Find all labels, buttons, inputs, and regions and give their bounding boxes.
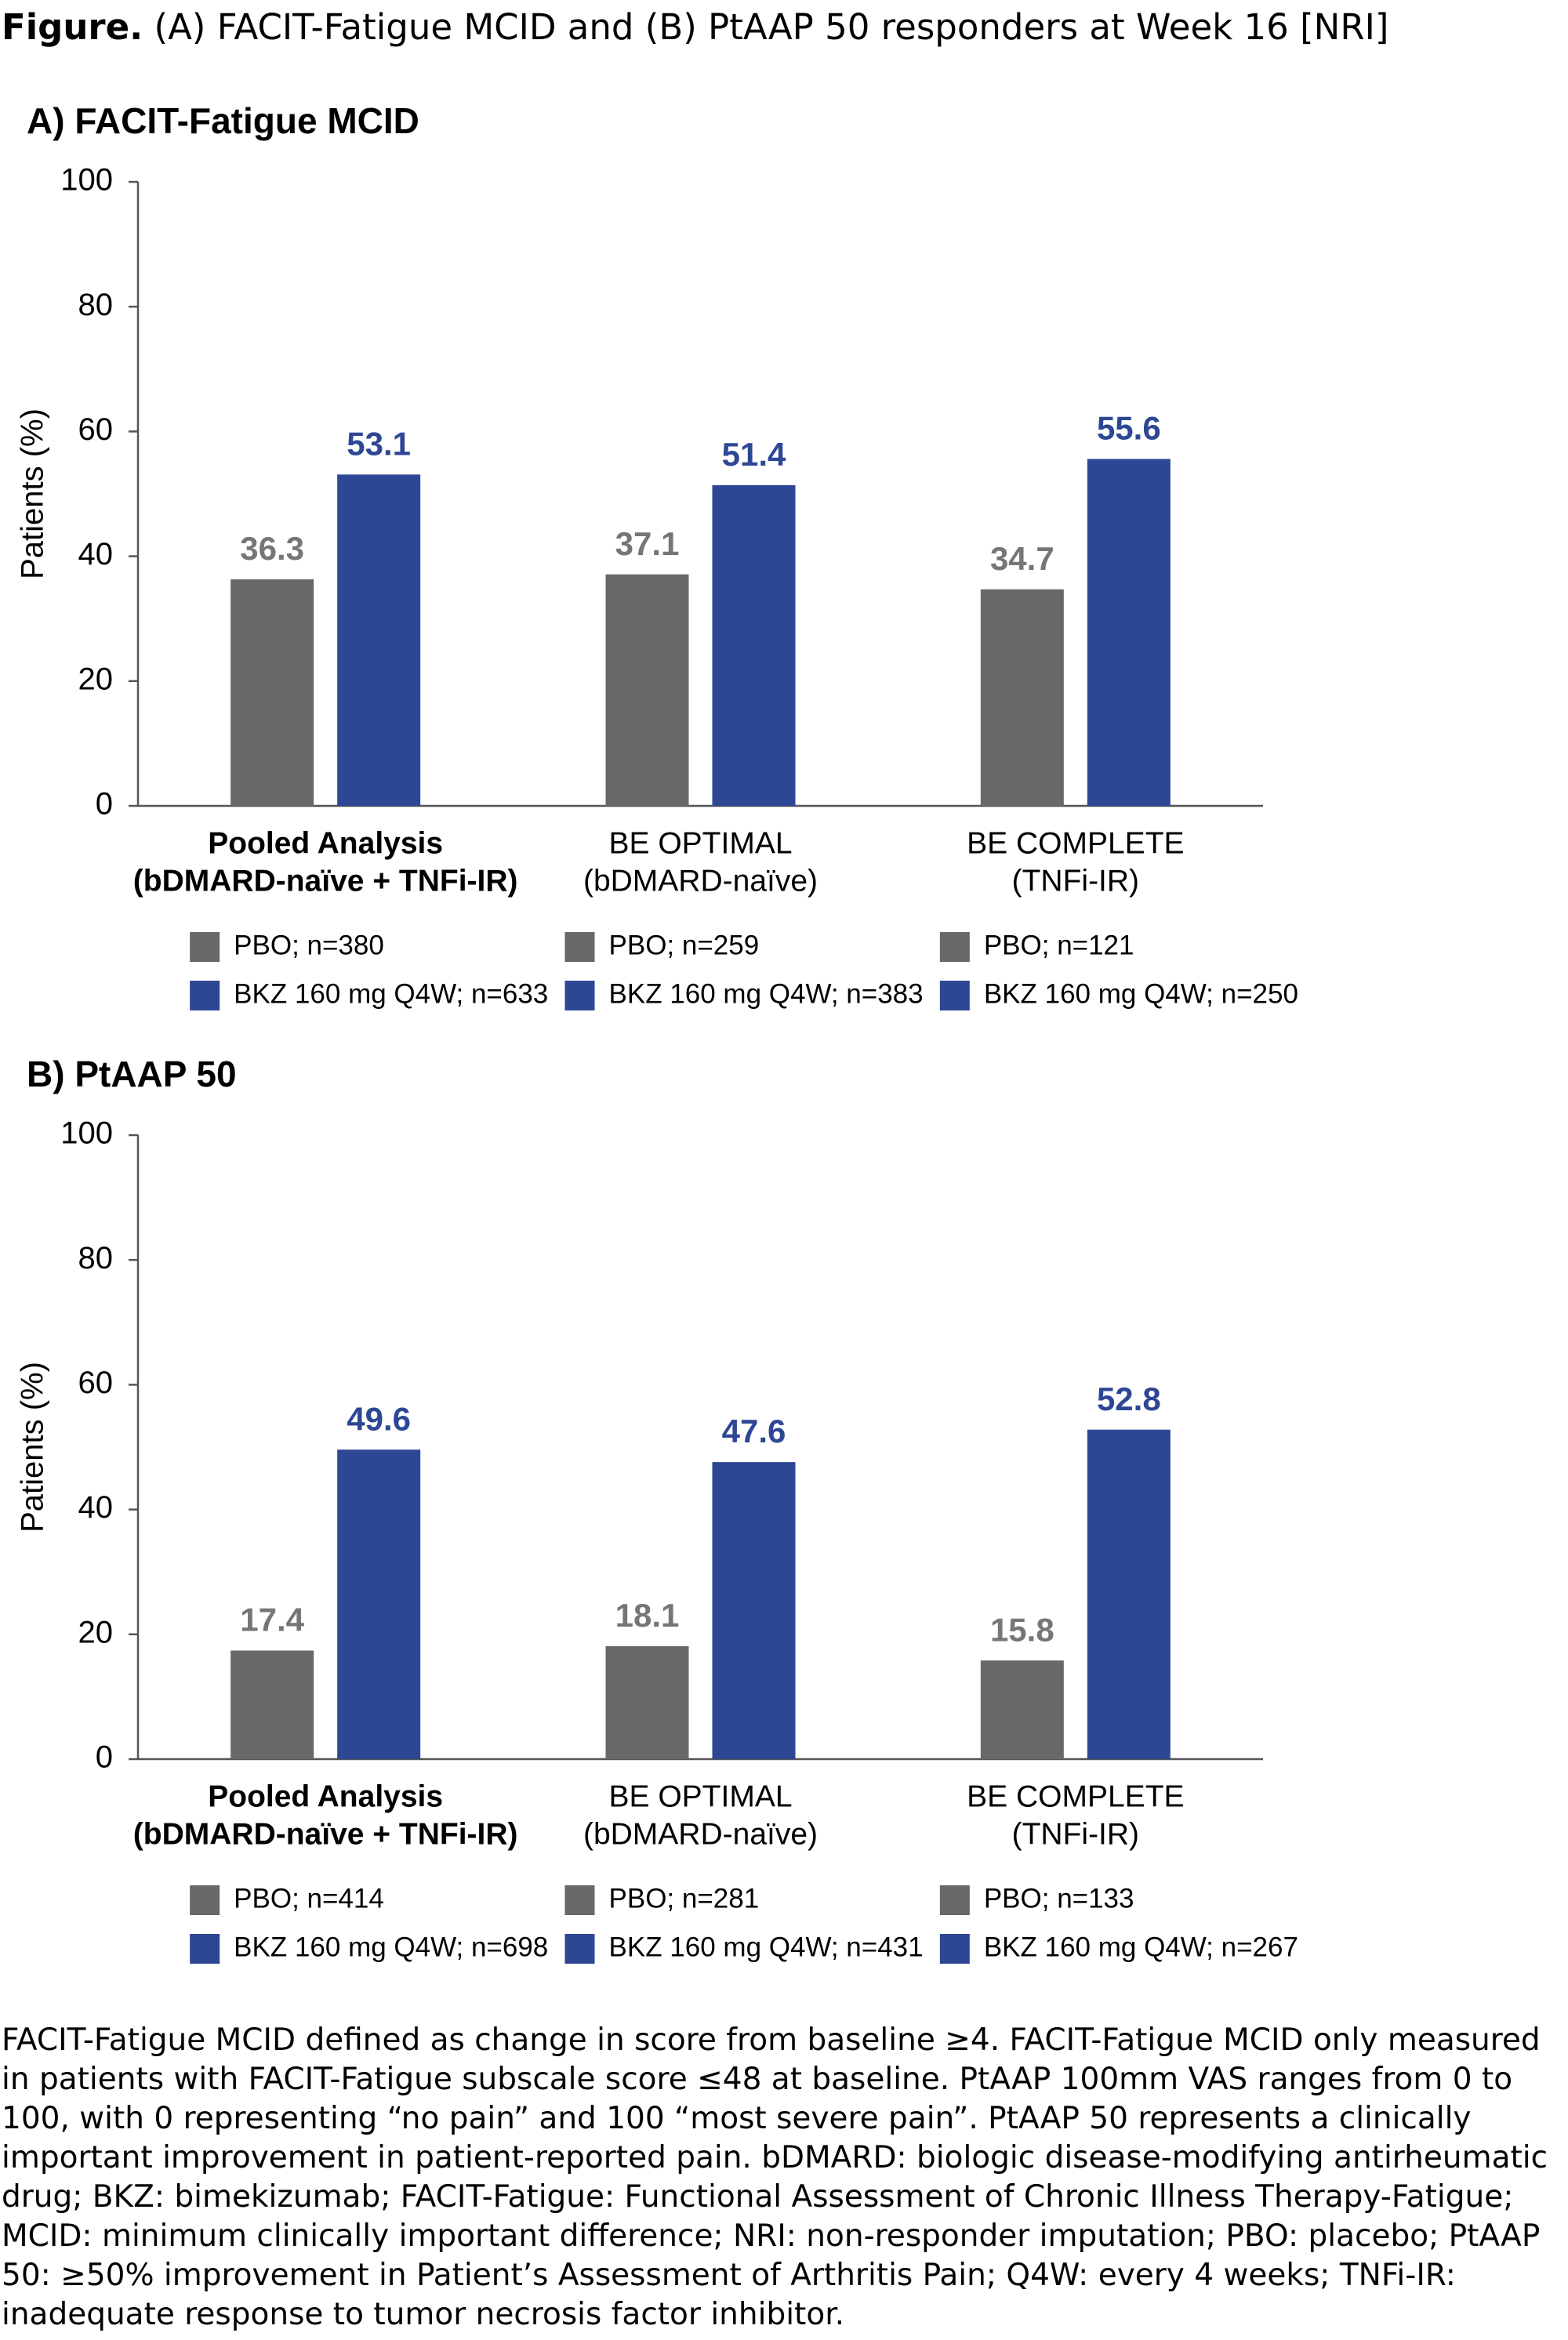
bar	[337, 1449, 421, 1759]
bar	[1087, 1429, 1171, 1759]
y-axis-label: Patients (%)	[16, 1362, 50, 1533]
legend-label: PBO; n=133	[984, 1883, 1134, 1914]
y-tick-label: 100	[60, 1116, 113, 1151]
y-tick-label: 80	[78, 1241, 114, 1275]
x-tick-label: BE COMPLETE	[967, 1779, 1184, 1813]
legend-swatch	[190, 932, 220, 962]
charts: A) FACIT-Fatigue MCID Patients (%) 0 20 40 60…	[16, 100, 1298, 1964]
y-axis-label: Patients (%)	[16, 408, 50, 579]
x-tick-label: BE COMPLETE	[967, 826, 1184, 860]
y-tick-label: 20	[78, 1615, 114, 1649]
value-label: 36.3	[240, 530, 304, 567]
x-tick-label: BE OPTIMAL	[608, 826, 792, 860]
legend-swatch	[939, 1934, 970, 1964]
bar	[337, 474, 421, 806]
y-tick-label: 40	[78, 537, 114, 571]
bar	[1087, 459, 1171, 806]
x-tick-label: (bDMARD-naïve + TNFi-IR)	[133, 864, 518, 898]
legend-label: PBO; n=121	[984, 930, 1134, 960]
figure-title: (A) FACIT-Fatigue MCID and (B) PtAAP 50 …	[154, 6, 1389, 48]
legend-label: PBO; n=259	[609, 930, 760, 960]
figure-label: Figure.	[2, 6, 143, 48]
figure-heading: Figure. (A) FACIT-Fatigue MCID and (B) P…	[2, 6, 1388, 48]
bar	[712, 1462, 796, 1759]
value-label: 52.8	[1097, 1380, 1161, 1417]
y-tick-label: 20	[78, 662, 114, 696]
legend-swatch	[939, 932, 970, 962]
x-tick-label: (bDMARD-naïve)	[583, 864, 818, 898]
legend-swatch	[190, 981, 220, 1010]
legend-label: BKZ 160 mg Q4W; n=698	[234, 1932, 548, 1962]
y-tick-label: 60	[78, 412, 114, 447]
x-tick-label: (TNFi-IR)	[1012, 864, 1139, 898]
legend-swatch	[190, 1934, 220, 1964]
footnote: FACIT-Fatigue MCID defined as change in …	[2, 2023, 1548, 2332]
bar	[605, 1645, 689, 1759]
bar	[230, 579, 314, 806]
value-label: 51.4	[722, 436, 786, 473]
value-label: 53.1	[347, 425, 411, 462]
legend-label: PBO; n=380	[234, 930, 384, 960]
value-label: 17.4	[240, 1602, 304, 1638]
value-label: 15.8	[990, 1611, 1054, 1648]
legend-swatch	[564, 932, 595, 962]
x-tick-label: (TNFi-IR)	[1012, 1817, 1139, 1851]
legend-label: BKZ 160 mg Q4W; n=383	[609, 978, 924, 1009]
x-tick-label: Pooled Analysis	[208, 1779, 443, 1813]
value-label: 37.1	[615, 525, 680, 562]
bar	[980, 1660, 1064, 1759]
y-tick-label: 0	[96, 787, 113, 822]
bar	[712, 484, 796, 806]
x-tick-label: (bDMARD-naïve + TNFi-IR)	[133, 1817, 518, 1851]
legend-swatch	[564, 1885, 595, 1915]
legend-label: BKZ 160 mg Q4W; n=250	[984, 978, 1298, 1009]
x-tick-label: (bDMARD-naïve)	[583, 1817, 818, 1851]
value-label: 55.6	[1097, 410, 1161, 447]
bar	[980, 589, 1064, 806]
legend-label: BKZ 160 mg Q4W; n=431	[609, 1932, 924, 1962]
legend-label: BKZ 160 mg Q4W; n=633	[234, 978, 548, 1009]
value-label: 34.7	[990, 540, 1054, 577]
legend-swatch	[564, 981, 595, 1010]
y-tick-label: 40	[78, 1490, 114, 1525]
bar	[230, 1650, 314, 1759]
chart-title: A) FACIT-Fatigue MCID	[27, 100, 419, 141]
legend-label: PBO; n=414	[234, 1883, 384, 1914]
legend-swatch	[190, 1885, 220, 1915]
value-label: 47.6	[722, 1413, 786, 1449]
legend-label: PBO; n=281	[609, 1883, 760, 1914]
bar	[605, 574, 689, 806]
value-label: 18.1	[615, 1597, 680, 1634]
legend-swatch	[564, 1934, 595, 1964]
legend-swatch	[939, 981, 970, 1010]
y-tick-label: 60	[78, 1366, 114, 1400]
legend-swatch	[939, 1885, 970, 1915]
x-tick-label: BE OPTIMAL	[608, 1779, 792, 1813]
y-tick-label: 100	[60, 163, 113, 198]
chart-title: B) PtAAP 50	[27, 1054, 237, 1094]
y-tick-label: 0	[96, 1740, 113, 1775]
y-tick-label: 80	[78, 288, 114, 322]
value-label: 49.6	[347, 1400, 411, 1437]
x-tick-label: Pooled Analysis	[208, 826, 443, 860]
legend-label: BKZ 160 mg Q4W; n=267	[984, 1932, 1298, 1962]
